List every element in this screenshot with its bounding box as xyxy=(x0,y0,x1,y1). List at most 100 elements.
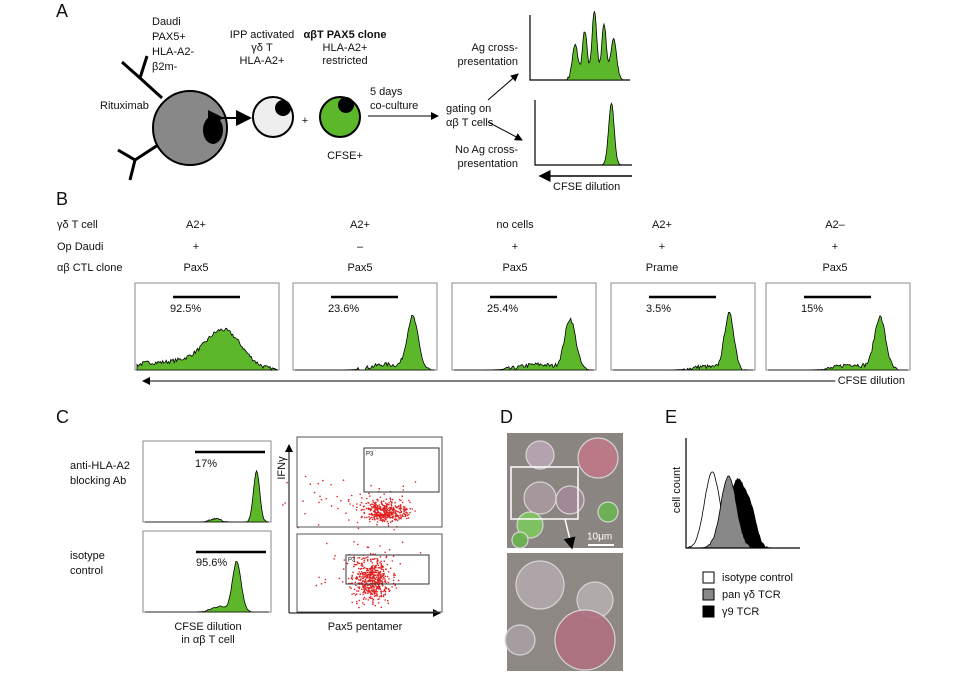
dot xyxy=(350,494,353,497)
dot xyxy=(365,507,368,510)
dot xyxy=(365,567,368,570)
dot xyxy=(364,516,366,519)
cell-label: IPP activated xyxy=(230,29,295,41)
dot xyxy=(385,508,388,510)
histogram xyxy=(768,314,908,371)
dot xyxy=(380,560,383,563)
dot xyxy=(384,593,387,595)
zoom-arrow xyxy=(563,518,576,550)
dot xyxy=(383,572,386,575)
dot xyxy=(408,499,410,502)
dot xyxy=(378,506,381,508)
condition-label: Pax5 xyxy=(822,262,847,274)
antibody xyxy=(117,143,159,181)
dot xyxy=(382,594,385,596)
condition-label: isotype xyxy=(70,550,105,562)
dot xyxy=(342,479,345,482)
dot xyxy=(357,562,359,564)
dot xyxy=(404,506,406,508)
dot xyxy=(392,574,395,576)
dot xyxy=(353,541,355,543)
dot xyxy=(403,510,406,513)
dot xyxy=(385,498,388,501)
dot xyxy=(414,510,416,512)
dot xyxy=(399,509,402,511)
scale-label: 10μm xyxy=(587,532,612,543)
dot xyxy=(359,504,362,506)
dot xyxy=(390,501,393,504)
dot xyxy=(380,595,383,597)
daudi-cell xyxy=(152,90,228,166)
antibodies xyxy=(117,55,164,181)
dot xyxy=(380,563,383,565)
dot xyxy=(385,568,387,570)
axis-label: CFSE dilution xyxy=(174,621,241,633)
dot xyxy=(347,577,350,580)
dot xyxy=(374,574,377,576)
dot xyxy=(362,575,364,578)
dot xyxy=(378,567,381,569)
dot xyxy=(399,504,402,506)
dot xyxy=(320,583,323,585)
dot xyxy=(361,588,363,591)
condition-label: + xyxy=(832,241,838,253)
cell xyxy=(511,531,529,549)
dot xyxy=(324,578,327,581)
dot xyxy=(388,502,390,504)
dot xyxy=(363,581,366,584)
gate-label: P3 xyxy=(366,452,374,458)
dot xyxy=(405,517,408,520)
dot xyxy=(385,518,387,521)
dot xyxy=(398,511,401,514)
dot xyxy=(369,587,371,590)
dot xyxy=(365,556,367,559)
dot xyxy=(400,499,402,502)
dot xyxy=(373,588,375,590)
percent: 17% xyxy=(195,458,217,470)
dot xyxy=(372,601,374,604)
dot xyxy=(364,557,366,560)
step-label: αβ T cells xyxy=(446,117,494,129)
dot xyxy=(395,515,398,517)
dot xyxy=(352,505,354,507)
dot xyxy=(389,500,392,503)
dot xyxy=(309,483,312,486)
dot xyxy=(383,589,386,591)
step-label: gating on xyxy=(446,103,491,115)
dot xyxy=(388,548,391,551)
dot xyxy=(387,522,390,525)
dot xyxy=(368,589,370,591)
dot xyxy=(393,576,395,579)
dot xyxy=(354,564,357,566)
dot xyxy=(371,597,374,600)
axis-label: IFNγ xyxy=(276,456,288,480)
condition-label: no cells xyxy=(496,219,534,231)
dot xyxy=(371,558,374,560)
dot xyxy=(377,505,379,508)
dot xyxy=(377,576,380,579)
arrow xyxy=(487,73,519,101)
dot xyxy=(282,504,284,506)
dot xyxy=(384,599,387,601)
dot xyxy=(389,497,391,500)
nucleus xyxy=(338,97,354,113)
dot xyxy=(361,508,364,511)
dot xyxy=(371,576,374,578)
dot xyxy=(393,529,396,531)
dot xyxy=(382,590,384,593)
dot xyxy=(330,505,333,507)
dot xyxy=(367,569,369,572)
dot xyxy=(391,498,394,501)
dot xyxy=(389,511,391,513)
dot xyxy=(377,602,380,604)
dot xyxy=(383,560,386,562)
dot xyxy=(384,575,387,578)
dot xyxy=(366,567,369,570)
dot xyxy=(371,590,374,593)
dot xyxy=(419,552,422,554)
dot xyxy=(363,511,365,514)
cell-label: αβT PAX5 clone xyxy=(304,29,387,41)
dot xyxy=(382,573,384,575)
dot xyxy=(369,597,372,599)
dot xyxy=(398,516,401,519)
